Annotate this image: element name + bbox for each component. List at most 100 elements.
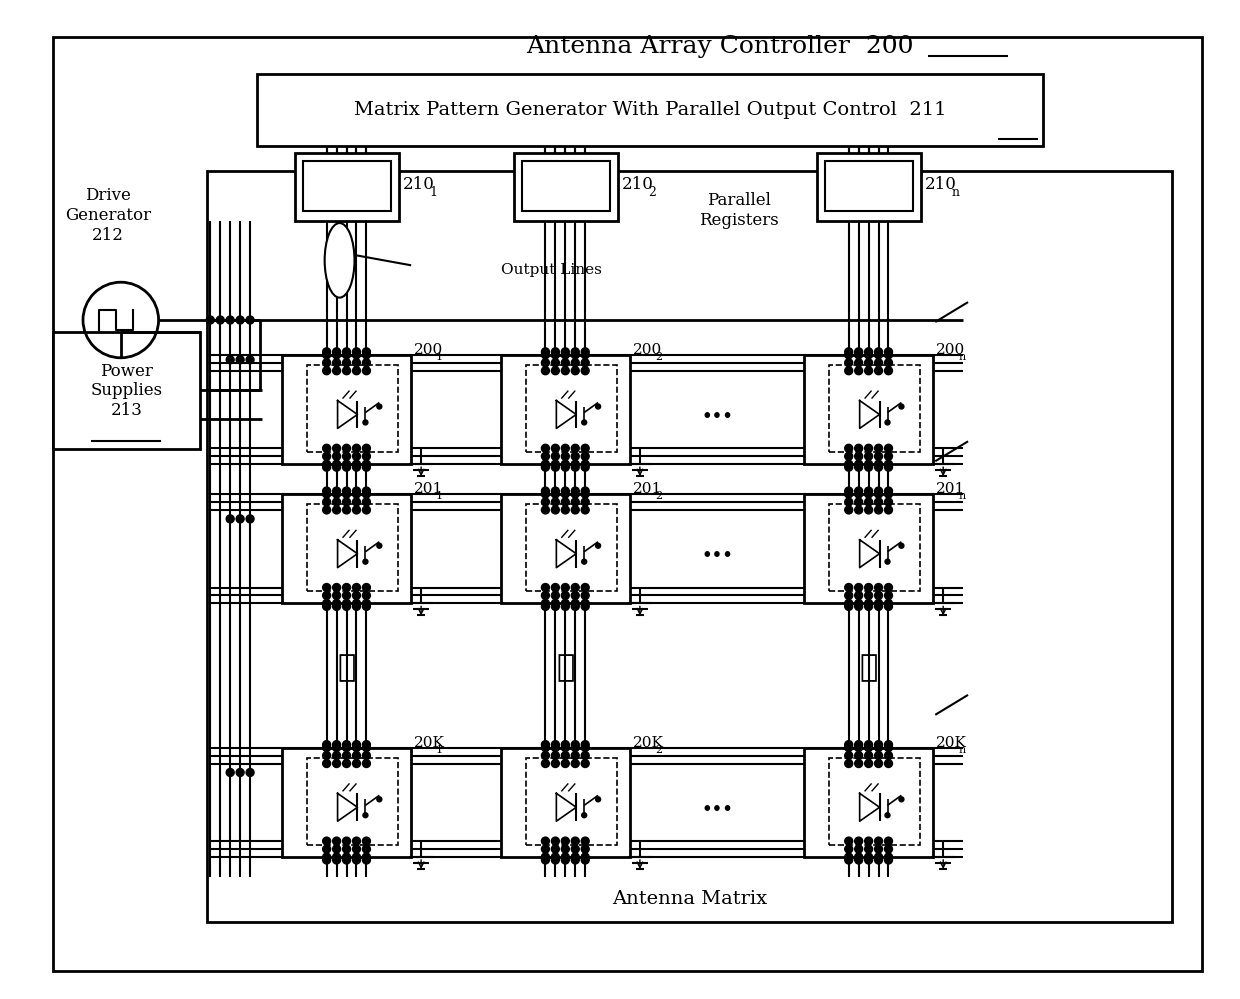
Circle shape	[362, 743, 371, 751]
Circle shape	[562, 351, 569, 359]
Text: Matrix Pattern Generator With Parallel Output Control  211: Matrix Pattern Generator With Parallel O…	[353, 101, 946, 119]
Bar	[828, 757, 920, 845]
Circle shape	[542, 599, 549, 607]
Ellipse shape	[325, 223, 355, 298]
Circle shape	[342, 583, 351, 591]
Circle shape	[844, 845, 853, 853]
Circle shape	[562, 499, 569, 505]
Circle shape	[362, 583, 371, 591]
Circle shape	[884, 743, 893, 751]
Text: 201: 201	[632, 483, 662, 497]
Circle shape	[562, 856, 569, 864]
Bar	[281, 355, 412, 465]
Circle shape	[864, 599, 873, 607]
Circle shape	[864, 583, 873, 591]
Bar	[267, 350, 427, 862]
Circle shape	[542, 445, 549, 453]
Circle shape	[246, 316, 254, 324]
Circle shape	[542, 602, 549, 610]
Circle shape	[552, 445, 559, 453]
Circle shape	[582, 445, 589, 453]
Circle shape	[362, 856, 371, 864]
Circle shape	[352, 359, 361, 367]
Circle shape	[874, 461, 883, 469]
Text: 210: 210	[622, 176, 653, 193]
Circle shape	[899, 404, 904, 409]
Circle shape	[562, 464, 569, 472]
Circle shape	[844, 491, 853, 499]
Circle shape	[552, 602, 559, 610]
Circle shape	[362, 367, 371, 375]
Circle shape	[342, 740, 351, 748]
Circle shape	[572, 759, 579, 767]
Text: 1: 1	[436, 492, 443, 501]
Circle shape	[884, 740, 893, 748]
Circle shape	[884, 591, 893, 599]
Bar	[526, 503, 618, 591]
Circle shape	[562, 505, 569, 513]
Circle shape	[844, 453, 853, 461]
Circle shape	[352, 837, 361, 845]
Circle shape	[844, 351, 853, 359]
Circle shape	[562, 453, 569, 461]
Bar	[306, 503, 398, 591]
Circle shape	[352, 499, 361, 505]
Circle shape	[377, 797, 382, 802]
Circle shape	[884, 837, 893, 845]
Circle shape	[562, 837, 569, 845]
Bar	[257, 74, 1043, 146]
Circle shape	[885, 813, 890, 818]
Circle shape	[352, 845, 361, 853]
Circle shape	[844, 856, 853, 864]
Circle shape	[844, 759, 853, 767]
Bar	[207, 171, 1172, 922]
Circle shape	[874, 599, 883, 607]
Circle shape	[582, 602, 589, 610]
Circle shape	[582, 491, 589, 499]
Circle shape	[332, 759, 341, 767]
Circle shape	[884, 348, 893, 356]
Text: Antenna Array Controller  200: Antenna Array Controller 200	[526, 35, 913, 58]
Circle shape	[864, 499, 873, 505]
Circle shape	[899, 543, 904, 548]
Circle shape	[342, 837, 351, 845]
Circle shape	[874, 856, 883, 864]
Circle shape	[572, 464, 579, 472]
Circle shape	[246, 514, 254, 522]
Circle shape	[562, 491, 569, 499]
Circle shape	[582, 813, 587, 818]
Circle shape	[874, 583, 883, 591]
Circle shape	[542, 837, 549, 845]
Circle shape	[595, 797, 600, 802]
Circle shape	[226, 356, 234, 364]
Circle shape	[552, 743, 559, 751]
Circle shape	[552, 505, 559, 513]
Circle shape	[844, 591, 853, 599]
Circle shape	[552, 599, 559, 607]
Bar	[828, 503, 920, 591]
Circle shape	[854, 445, 863, 453]
Text: 2: 2	[647, 186, 656, 199]
Circle shape	[542, 351, 549, 359]
Circle shape	[864, 853, 873, 861]
Circle shape	[322, 740, 331, 748]
Circle shape	[572, 488, 579, 496]
Circle shape	[552, 591, 559, 599]
Circle shape	[844, 599, 853, 607]
Circle shape	[322, 591, 331, 599]
Circle shape	[864, 461, 873, 469]
Circle shape	[332, 602, 341, 610]
Circle shape	[854, 856, 863, 864]
Circle shape	[844, 583, 853, 591]
Circle shape	[332, 591, 341, 599]
Circle shape	[552, 499, 559, 505]
Text: n: n	[951, 186, 960, 199]
Circle shape	[854, 759, 863, 767]
Circle shape	[352, 445, 361, 453]
Text: Antenna Matrix: Antenna Matrix	[613, 890, 768, 908]
Circle shape	[854, 367, 863, 375]
Circle shape	[377, 404, 382, 409]
Circle shape	[322, 751, 331, 759]
Circle shape	[226, 316, 234, 324]
Bar	[789, 350, 949, 862]
